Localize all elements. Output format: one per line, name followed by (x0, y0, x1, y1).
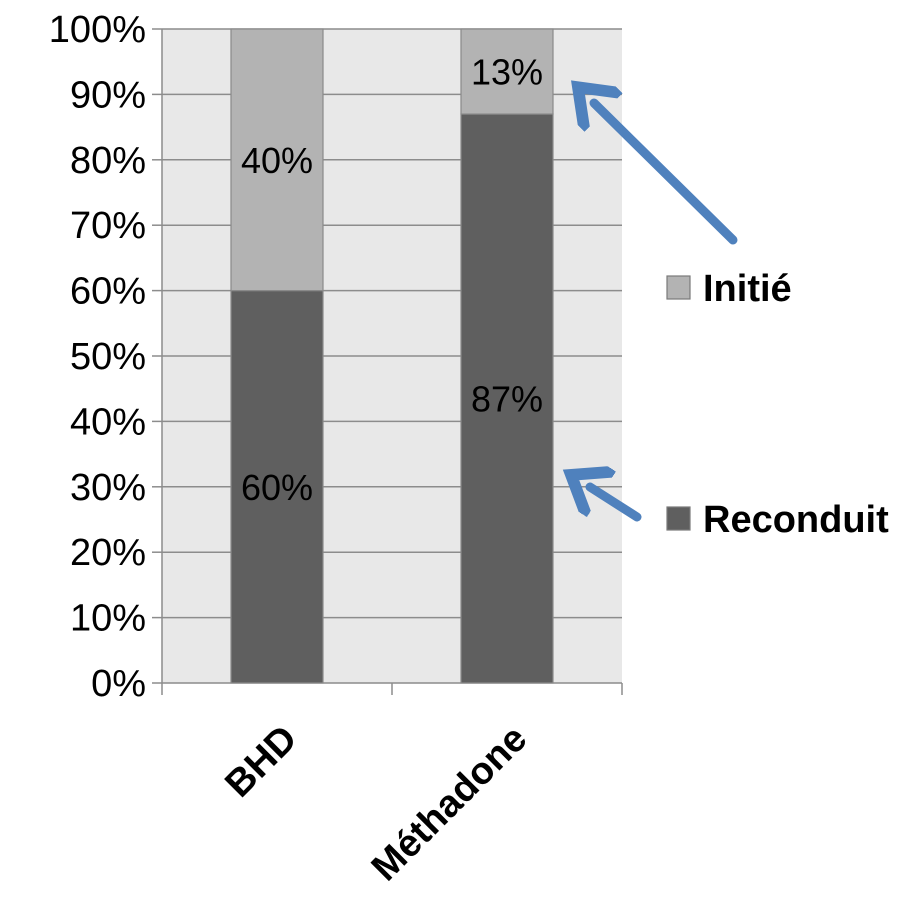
bar-reconduit-1 (460, 113, 554, 684)
annotation-arrows (590, 103, 738, 522)
data-label: 87% (471, 379, 543, 420)
legend-label-reconduit: Reconduit (703, 499, 889, 541)
y-tick-label: 0% (91, 663, 146, 705)
x-category-label: Méthadone (364, 718, 536, 890)
arrow-reconduit (590, 487, 642, 522)
arrow-initie (594, 103, 738, 245)
legend-label-initié: Initié (703, 268, 792, 310)
legend: Reconduit Initié (666, 268, 889, 541)
legend-swatch-initié (666, 275, 691, 300)
y-tick-label: 20% (70, 532, 146, 574)
bar-initié-0 (230, 28, 324, 292)
bar-reconduit-0 (230, 290, 324, 684)
legend-swatch-reconduit (666, 506, 691, 531)
x-category-label: BHD (217, 718, 305, 806)
y-tick-label: 80% (70, 140, 146, 182)
y-tick-label: 50% (70, 336, 146, 378)
y-tick-label: 60% (70, 271, 146, 313)
data-labels: 60% 40% 87% 13% (241, 52, 543, 508)
y-tick-label: 40% (70, 401, 146, 443)
x-axis-categories: BHD Méthadone (217, 718, 535, 890)
y-tick-label: 30% (70, 467, 146, 509)
data-label: 40% (241, 140, 313, 181)
y-tick-label: 90% (70, 74, 146, 116)
y-tick-label: 100% (49, 9, 146, 51)
bar-initié-1 (460, 28, 554, 115)
y-axis-ticks: 0% 10% 20% 30% 40% 50% 60% 70% 80% 90% 100% (49, 9, 146, 705)
data-label: 60% (241, 467, 313, 508)
y-tick-label: 70% (70, 205, 146, 247)
y-tick-label: 10% (70, 598, 146, 640)
data-label: 13% (471, 52, 543, 93)
bars (230, 28, 554, 684)
